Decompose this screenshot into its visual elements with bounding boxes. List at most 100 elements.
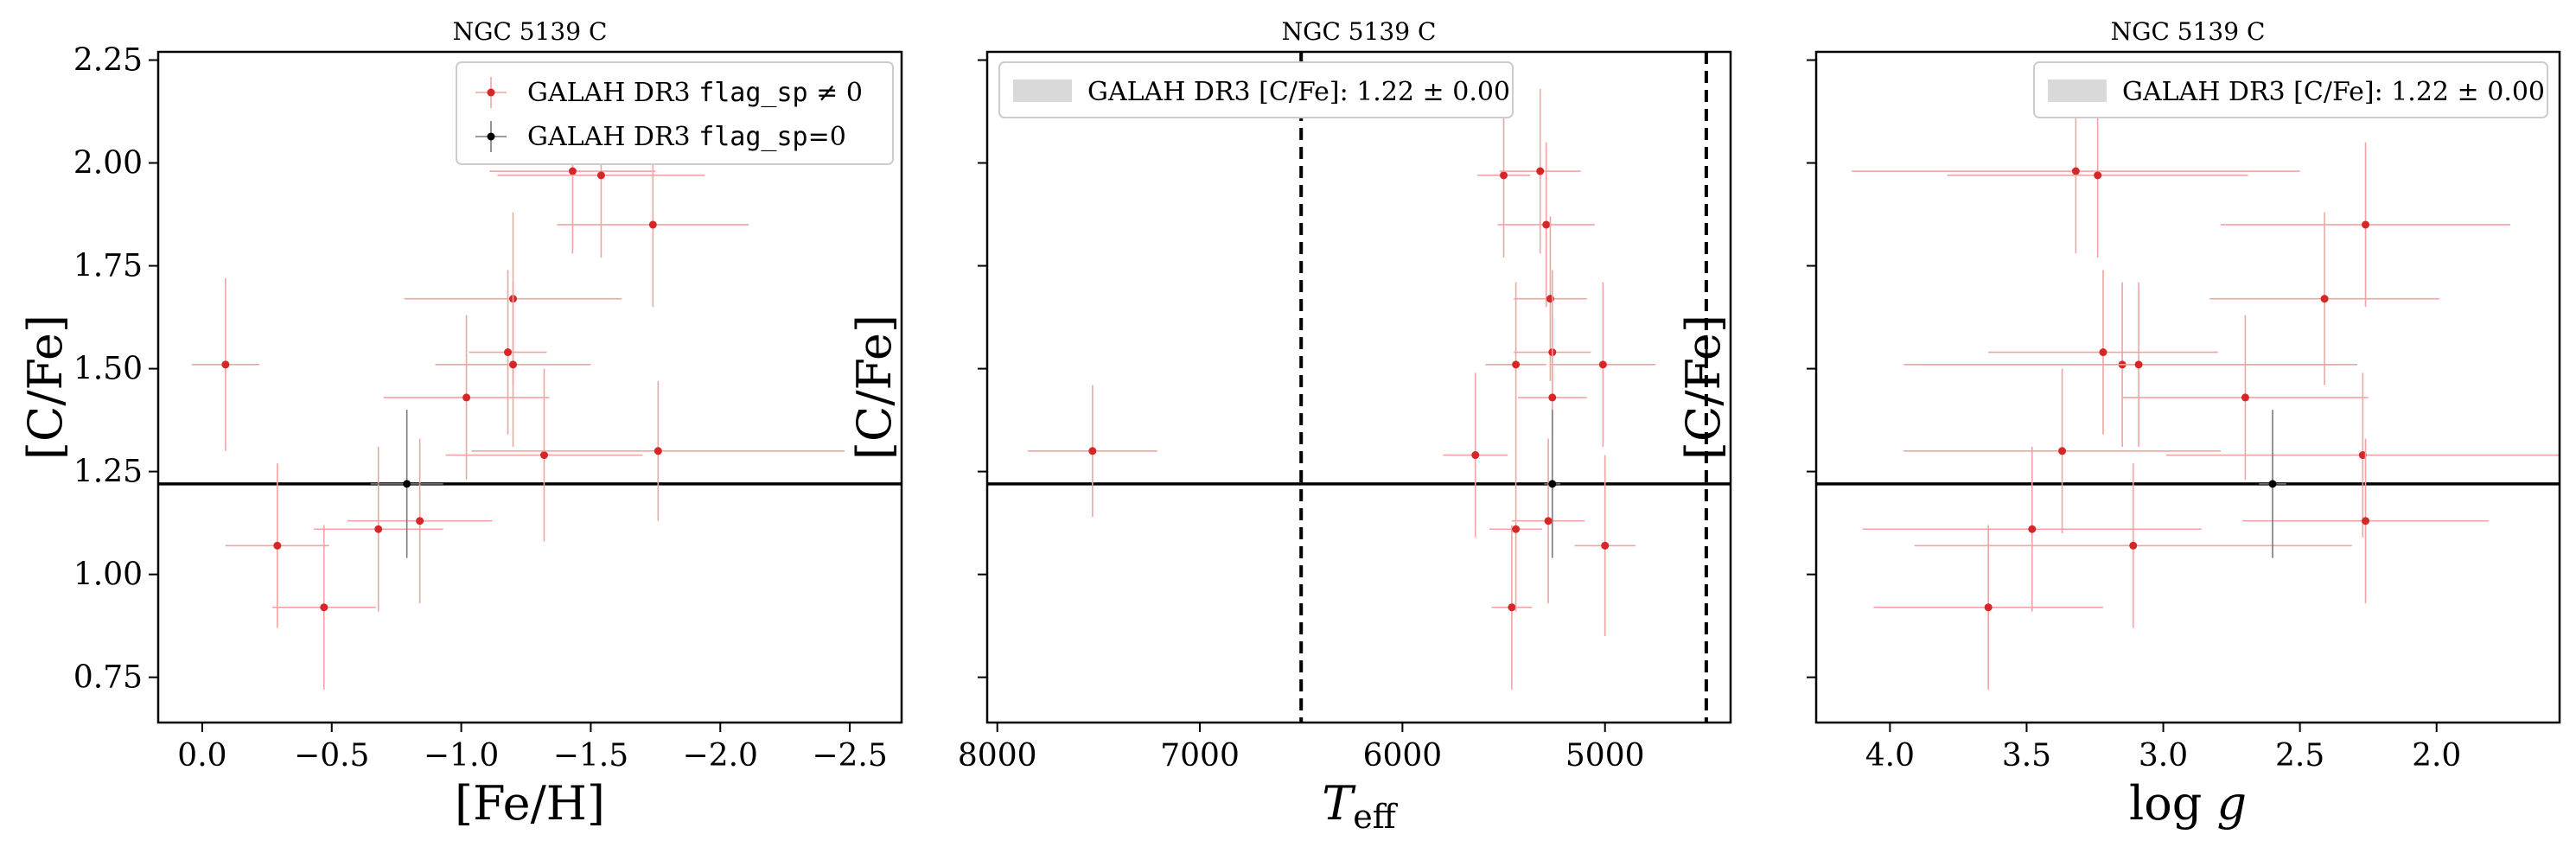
data-marker: [1601, 541, 1610, 550]
data-marker: [509, 360, 518, 369]
data-marker: [1598, 360, 1607, 369]
data-marker: [2320, 295, 2329, 303]
data-marker: [1548, 393, 1557, 402]
x-tick-label: 8000: [958, 738, 1037, 774]
flag-nonzero-point: [1511, 438, 1585, 603]
data-marker: [1544, 517, 1553, 525]
flag-nonzero-point: [1903, 368, 2221, 534]
data-marker: [1471, 451, 1480, 460]
panel-3: NGC 5139 C 4.0 3.5 3.0 2.5 2.0 log g [C/Fe] GALA…: [1676, 17, 2561, 831]
data-marker: [2241, 393, 2249, 402]
y-tick-label: 2.00: [73, 146, 143, 182]
x-tick-label: 3.0: [2139, 738, 2188, 774]
x-axis-label: Teff: [1322, 776, 1399, 836]
legend-box: [2033, 61, 2548, 118]
flag-nonzero-point: [313, 447, 443, 612]
axes-frame: [985, 50, 1732, 724]
flag-nonzero-point: [471, 380, 845, 521]
legend-text-part: GALAH DR3: [527, 122, 698, 152]
legend-box: [456, 61, 894, 165]
legend-label-galah-band: GALAH DR3 [C/Fe]: 1.22 ± 0.00: [1087, 77, 1510, 107]
panel-title: NGC 5139 C: [2111, 17, 2266, 46]
legend: GALAH DR3 [C/Fe]: 1.22 ± 0.00: [2033, 61, 2548, 118]
flag-nonzero-point: [1920, 282, 2358, 448]
data-marker: [2134, 360, 2143, 369]
flag-zero-point: [370, 410, 443, 558]
x-tick-label: 0.0: [177, 738, 226, 774]
legend-text-part: =0: [808, 122, 846, 152]
panel-title: NGC 5139 C: [1282, 17, 1437, 46]
x-axis-label-g: g: [2216, 776, 2247, 831]
y-axis-label: [C/Fe]: [847, 315, 902, 460]
flag-nonzero-point: [1862, 447, 2202, 612]
flag-zero-point: [2259, 410, 2286, 558]
legend-code: flag_sp: [698, 122, 807, 152]
flag-nonzero-point: [1914, 463, 2352, 628]
x-tick-label: 2.0: [2412, 738, 2461, 774]
legend-marker-red: [487, 88, 495, 97]
data-marker: [221, 360, 230, 369]
legend: GALAH DR3 flag_sp ≠ 0 GALAH DR3 flag_sp=0: [456, 61, 894, 165]
data-marker: [374, 525, 383, 533]
data-marker: [462, 393, 471, 402]
data-marker: [2362, 517, 2370, 525]
data-marker: [1512, 360, 1521, 369]
data-marker: [1536, 167, 1545, 175]
flag-nonzero-point: [2165, 373, 2560, 538]
x-axis-label-log: log: [2129, 776, 2217, 831]
flag-nonzero-point: [225, 463, 329, 628]
flag-nonzero-point: [469, 270, 547, 435]
flag-nonzero-point: [1514, 216, 1587, 381]
data-marker: [504, 348, 513, 357]
flag-nonzero-point: [445, 368, 643, 542]
data-marker: [1508, 603, 1516, 612]
x-tick-label: −1.5: [553, 738, 628, 774]
legend-marker-black: [487, 132, 495, 141]
y-axis-label: [C/Fe]: [1676, 315, 1731, 460]
data-marker: [416, 517, 424, 525]
x-axis-label-subscript: eff: [1353, 798, 1398, 836]
flag-nonzero-point: [1947, 92, 2248, 258]
data-marker: [1500, 171, 1508, 180]
legend-text-part: ≠ 0: [808, 78, 863, 108]
data-marker: [2058, 447, 2067, 455]
data-marker: [654, 447, 662, 455]
data-marker: [2358, 451, 2367, 460]
axes-frame: [1814, 50, 2561, 724]
legend-band-swatch: [2048, 80, 2107, 102]
x-axis-label-main: T: [1322, 776, 1356, 831]
flag-nonzero-point: [383, 315, 550, 481]
flag-nonzero-point: [347, 438, 493, 603]
x-tick-label: 6000: [1363, 738, 1443, 774]
legend-label-flag-nonzero: GALAH DR3 flag_sp ≠ 0: [527, 78, 863, 108]
data-marker: [2099, 348, 2107, 357]
y-tick-label: 1.25: [73, 455, 143, 490]
legend-label-galah-band: GALAH DR3 [C/Fe]: 1.22 ± 0.00: [2122, 77, 2545, 107]
y-axis-label: [C/Fe]: [18, 315, 73, 460]
flag-nonzero-point: [1497, 142, 1595, 308]
flag-nonzero-point: [1489, 447, 1543, 612]
legend-box: [998, 61, 1514, 118]
flag-nonzero-point: [1873, 525, 2103, 690]
flag-nonzero-point: [1988, 270, 2218, 435]
legend-band-swatch: [1013, 80, 1072, 102]
y-tick-label: 1.00: [73, 557, 143, 593]
x-tick-label: 2.5: [2275, 738, 2324, 774]
panel-title: NGC 5139 C: [453, 17, 608, 46]
data-marker: [596, 171, 605, 180]
y-tick-label: 2.25: [73, 43, 143, 79]
flag-nonzero-point: [1499, 88, 1581, 254]
x-tick-label: −0.5: [294, 738, 369, 774]
data-marker: [1512, 525, 1521, 533]
flag-zero-point: [1544, 410, 1561, 558]
y-tick-label: 1.75: [73, 249, 143, 284]
panel-1: NGC 5139 C 0.0 −0.5 −1.0 −1.5 −2.0 −2.5 0.75 1.0…: [18, 17, 903, 831]
y-tick-label: 0.75: [73, 660, 143, 696]
x-tick-label: 5000: [1565, 738, 1645, 774]
data-marker: [320, 603, 328, 612]
data-marker: [1542, 220, 1551, 229]
data-marker: [1546, 295, 1554, 303]
x-tick-label: 4.0: [1865, 738, 1915, 774]
flag-nonzero-point: [1485, 282, 1546, 448]
